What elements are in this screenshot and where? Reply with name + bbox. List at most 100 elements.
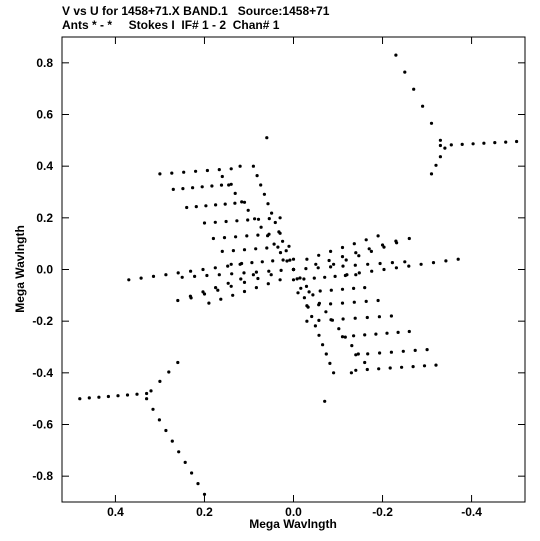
uv-point: [438, 138, 442, 142]
uv-point: [251, 164, 255, 168]
uv-point: [352, 300, 356, 304]
uv-point: [253, 217, 257, 221]
uv-point: [400, 365, 404, 369]
chart-subtitle: Ants * - * Stokes I IF# 1 - 2 Chan# 1: [62, 18, 280, 32]
uv-point: [369, 249, 373, 253]
uv-point: [281, 258, 285, 262]
uv-point: [276, 245, 280, 249]
uv-point: [182, 170, 186, 174]
uv-point: [364, 238, 368, 242]
uv-point: [438, 155, 442, 159]
uv-point: [365, 367, 369, 372]
uv-point: [317, 253, 321, 257]
uv-point: [180, 275, 184, 279]
uv-point: [376, 298, 380, 303]
x-tick-label: 0.0: [285, 505, 302, 519]
uv-point: [329, 302, 333, 306]
uv-point: [460, 142, 464, 146]
uv-point: [242, 280, 247, 284]
uv-point: [321, 343, 325, 347]
uv-point: [332, 371, 336, 375]
uv-point: [329, 288, 333, 292]
uv-point: [158, 172, 162, 176]
uv-point: [456, 257, 460, 261]
uv-point: [394, 53, 398, 57]
uv-point: [291, 278, 296, 282]
uv-point: [164, 273, 168, 277]
uv-point: [259, 183, 263, 187]
uv-point: [353, 263, 357, 267]
uv-point: [354, 368, 358, 372]
uv-point: [324, 352, 328, 356]
uv-point: [345, 273, 349, 277]
uv-point: [170, 171, 174, 175]
uv-point: [273, 220, 277, 225]
uv-point: [230, 272, 234, 276]
uv-point: [291, 257, 296, 261]
uv-point: [279, 268, 283, 272]
uv-point: [429, 172, 434, 176]
uv-point: [217, 168, 221, 172]
uv-point: [217, 273, 221, 277]
uv-point: [407, 329, 411, 334]
uv-point: [328, 361, 332, 365]
uv-point: [311, 293, 315, 297]
uv-point: [189, 296, 193, 300]
uv-point: [205, 273, 209, 278]
uv-point: [366, 352, 370, 356]
uv-point: [365, 315, 369, 320]
uv-point: [306, 305, 310, 309]
uv-point: [412, 87, 416, 91]
uv-point: [330, 318, 334, 322]
uv-point: [272, 242, 276, 246]
uv-point: [227, 183, 231, 187]
uv-point: [201, 267, 205, 272]
uv-point: [204, 204, 208, 208]
uv-point: [242, 200, 247, 204]
uv-point: [242, 271, 246, 275]
uv-point: [284, 249, 288, 253]
x-tick-label: 0.4: [107, 505, 124, 519]
uv-point: [337, 327, 341, 331]
uv-point: [307, 290, 311, 294]
uv-point: [233, 201, 237, 205]
uv-point: [296, 291, 300, 295]
uv-point: [302, 296, 306, 300]
uv-point: [266, 202, 270, 206]
uv-point: [185, 205, 189, 210]
uv-point: [170, 439, 174, 443]
uv-point: [278, 216, 282, 220]
uv-point: [304, 267, 308, 271]
uv-point: [255, 174, 259, 178]
uv-point: [235, 219, 239, 223]
uv-point: [210, 184, 214, 188]
uv-point: [421, 104, 425, 108]
uv-point: [363, 333, 367, 337]
uv-point: [302, 277, 306, 281]
uv-point: [305, 319, 309, 323]
uv-point: [312, 276, 316, 280]
uv-point: [262, 192, 266, 196]
uv-point: [443, 146, 447, 150]
uv-point: [354, 353, 358, 357]
uv-point: [341, 317, 345, 321]
uv-point: [350, 344, 354, 348]
uv-point: [190, 471, 194, 475]
uv-point: [220, 174, 224, 179]
y-tick-label: -0.2: [32, 314, 53, 328]
uv-point: [278, 251, 283, 255]
uv-point: [323, 399, 327, 403]
uv-point: [389, 314, 393, 318]
uv-point: [340, 245, 345, 250]
uv-point: [377, 367, 381, 371]
uv-point: [202, 492, 207, 496]
uv-point: [254, 247, 258, 251]
uv-point: [167, 370, 171, 374]
uv-point: [340, 335, 345, 339]
uv-point: [444, 259, 448, 263]
uv-point: [449, 143, 453, 147]
uv-point: [389, 350, 393, 354]
uv-point: [295, 277, 299, 281]
uv-point: [314, 262, 318, 266]
uv-point: [207, 301, 211, 305]
